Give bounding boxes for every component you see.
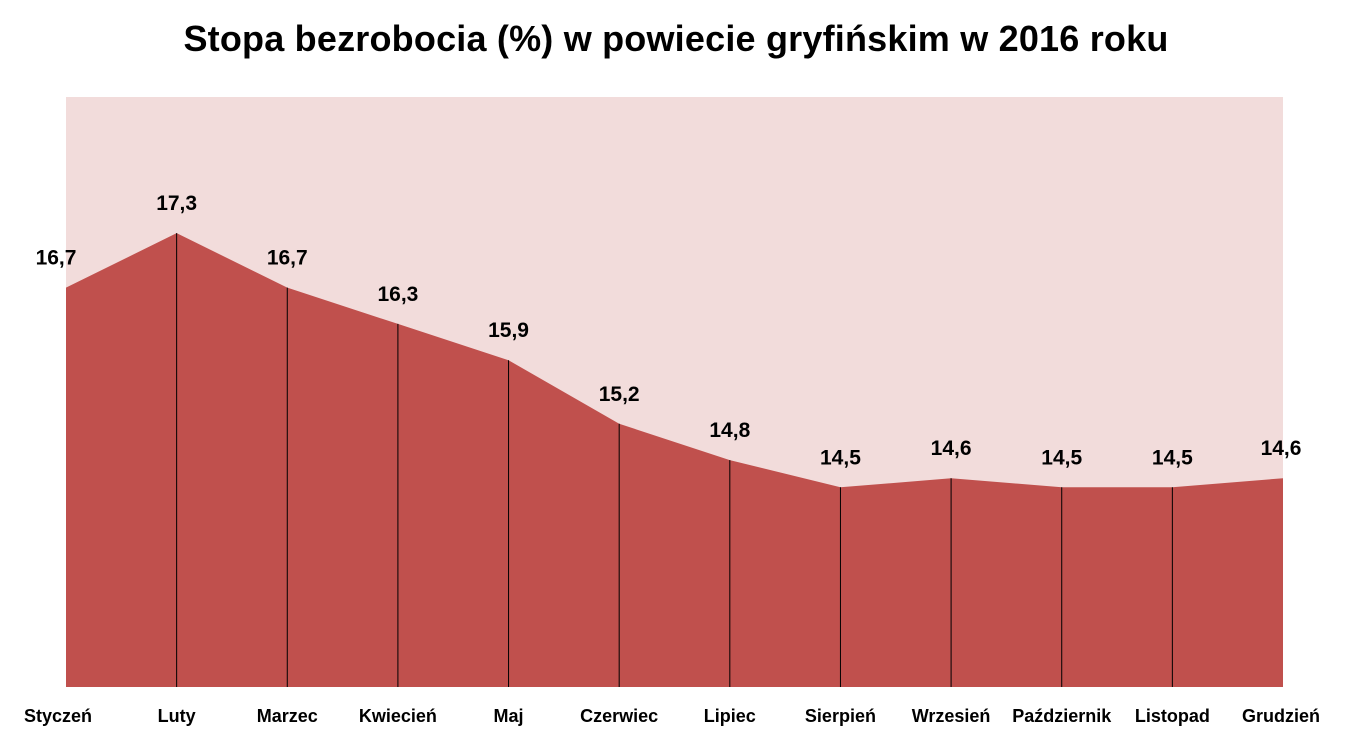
x-tick-label: Grudzień <box>1242 706 1320 726</box>
x-tick-label: Wrzesień <box>912 706 991 726</box>
x-tick-label: Marzec <box>257 706 318 726</box>
x-tick-label: Maj <box>494 706 524 726</box>
data-label: 14,5 <box>1152 446 1193 469</box>
data-label: 14,5 <box>1041 446 1082 469</box>
x-tick-label: Luty <box>158 706 196 726</box>
drop-lines <box>176 233 1173 687</box>
data-label: 14,8 <box>709 419 750 442</box>
data-label: 17,3 <box>156 192 197 215</box>
data-label: 16,3 <box>377 283 418 306</box>
data-label: 14,6 <box>931 437 972 460</box>
data-label: 14,5 <box>820 446 861 469</box>
x-tick-label: Sierpień <box>805 706 876 726</box>
x-tick-label: Październik <box>1012 706 1112 726</box>
x-tick-label: Listopad <box>1135 706 1210 726</box>
area-series <box>66 233 1283 687</box>
chart-title: Stopa bezrobocia (%) w powiecie gryfińsk… <box>183 18 1169 59</box>
data-label: 16,7 <box>267 247 308 270</box>
data-labels: 16,7 17,3 16,7 16,3 15,9 15,2 14,8 14,5 14,6 14,5… <box>36 192 1302 469</box>
data-label: 16,7 <box>36 247 77 270</box>
x-axis-tick-labels: Styczeń Luty Marzec Kwiecień Maj Czerwiec Lipi… <box>24 706 1320 726</box>
data-label: 15,9 <box>488 319 529 342</box>
x-tick-label: Lipiec <box>704 706 756 726</box>
data-label: 15,2 <box>599 383 640 406</box>
data-label: 14,6 <box>1261 437 1302 460</box>
x-tick-label: Kwiecień <box>359 706 437 726</box>
x-tick-label: Czerwiec <box>580 706 658 726</box>
x-tick-label: Styczeń <box>24 706 92 726</box>
